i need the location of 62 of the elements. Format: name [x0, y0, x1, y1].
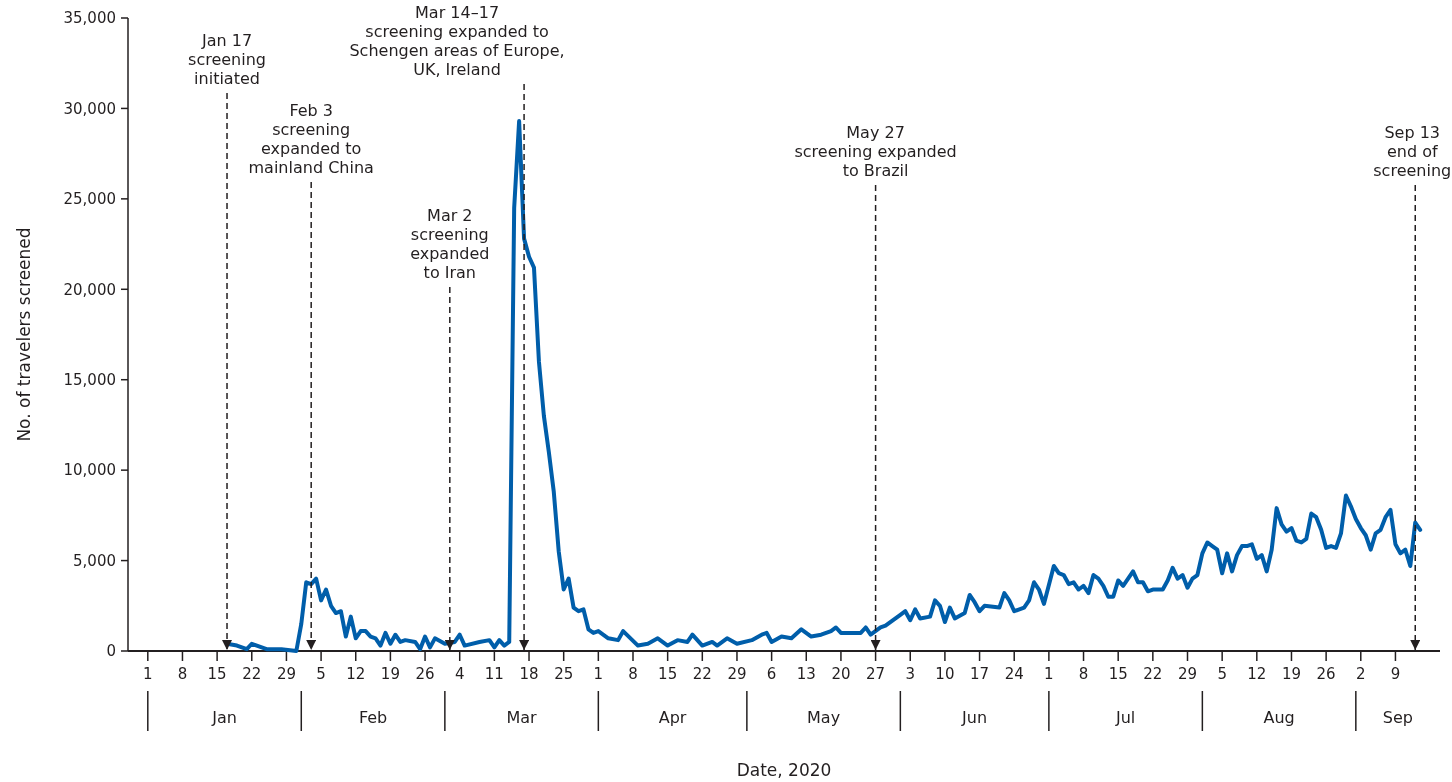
y-tick-label: 20,000 — [63, 280, 116, 299]
ref-line-label: Sep 13 end of screening — [1373, 123, 1452, 180]
x-axis-title: Date, 2020 — [736, 760, 832, 780]
x-tick-label: 8 — [1078, 665, 1089, 683]
x-tick-label: 15 — [658, 665, 678, 683]
y-axis-title: No. of travelers screened — [14, 227, 34, 442]
x-tick-label: 8 — [177, 665, 188, 683]
x-tick-label: 26 — [415, 665, 435, 683]
text: May — [807, 708, 841, 727]
x-tick-label: 15 — [1108, 665, 1128, 683]
x-tick-label: 22 — [242, 665, 262, 683]
x-tick-label: 22 — [1143, 665, 1163, 683]
x-tick-label: 12 — [1247, 665, 1267, 683]
x-tick-label: 29 — [276, 665, 296, 683]
text: Jul — [1114, 708, 1136, 727]
x-tick-label: 17 — [970, 665, 990, 683]
x-tick-label: 1 — [1044, 665, 1054, 683]
x-tick-label: 11 — [484, 665, 504, 683]
x-tick-label: 6 — [766, 665, 777, 683]
x-tick-label: 29 — [1177, 665, 1198, 683]
x-tick-label: 27 — [866, 665, 886, 683]
text: Sep — [1382, 708, 1413, 727]
ref-line-label: Feb 3 screening expanded to mainland China — [248, 101, 374, 177]
x-tick-label: 3 — [905, 665, 916, 683]
text: Mar — [506, 708, 538, 727]
ref-line-label: Jan 17 screening initiated — [188, 31, 266, 88]
x-tick-label: 20 — [831, 665, 851, 683]
x-tick-label: 29 — [727, 665, 747, 683]
text: Aug — [1263, 708, 1295, 727]
y-tick-label: 15,000 — [63, 370, 116, 389]
x-tick-label: 15 — [207, 665, 227, 683]
x-tick-label: 13 — [796, 665, 816, 683]
x-tick-label: 24 — [1004, 665, 1024, 683]
y-tick-label: 0 — [106, 642, 116, 661]
y-tick-label: 35,000 — [63, 9, 116, 28]
x-tick-label: 19 — [380, 665, 400, 683]
ref-line-label: Mar 14–17 screening expanded to Schengen areas of Europe, UK, Ireland — [349, 3, 565, 79]
text: Apr — [658, 708, 687, 727]
x-tick-label: 8 — [628, 665, 638, 683]
ref-line-label: Mar 2 screening expanded to Iran — [410, 206, 490, 282]
x-tick-label: 18 — [519, 665, 539, 683]
y-tick-label: 25,000 — [63, 190, 116, 209]
x-tick-label: 22 — [692, 665, 712, 683]
x-tick-label: 19 — [1281, 665, 1302, 683]
x-tick-label: 26 — [1316, 665, 1336, 683]
x-tick-label: 9 — [1390, 665, 1401, 683]
x-tick-label: 10 — [935, 665, 955, 683]
text: Jan — [211, 708, 237, 727]
ref-line-label: May 27 screening expanded to Brazil — [794, 123, 957, 180]
y-tick-label: 5,000 — [73, 551, 116, 570]
x-tick-label: 5 — [316, 665, 326, 683]
x-tick-label: 1 — [143, 665, 153, 683]
y-tick-label: 30,000 — [63, 99, 116, 118]
x-tick-label: 1 — [593, 665, 604, 683]
text: Jun — [961, 708, 988, 727]
x-tick-label: 2 — [1356, 665, 1366, 683]
text: Feb — [358, 708, 388, 727]
x-tick-label: 4 — [454, 665, 465, 683]
x-tick-label: 25 — [554, 665, 574, 683]
y-tick-label: 10,000 — [63, 461, 116, 480]
x-tick-label: 12 — [346, 665, 366, 683]
x-tick-label: 5 — [1217, 665, 1227, 683]
